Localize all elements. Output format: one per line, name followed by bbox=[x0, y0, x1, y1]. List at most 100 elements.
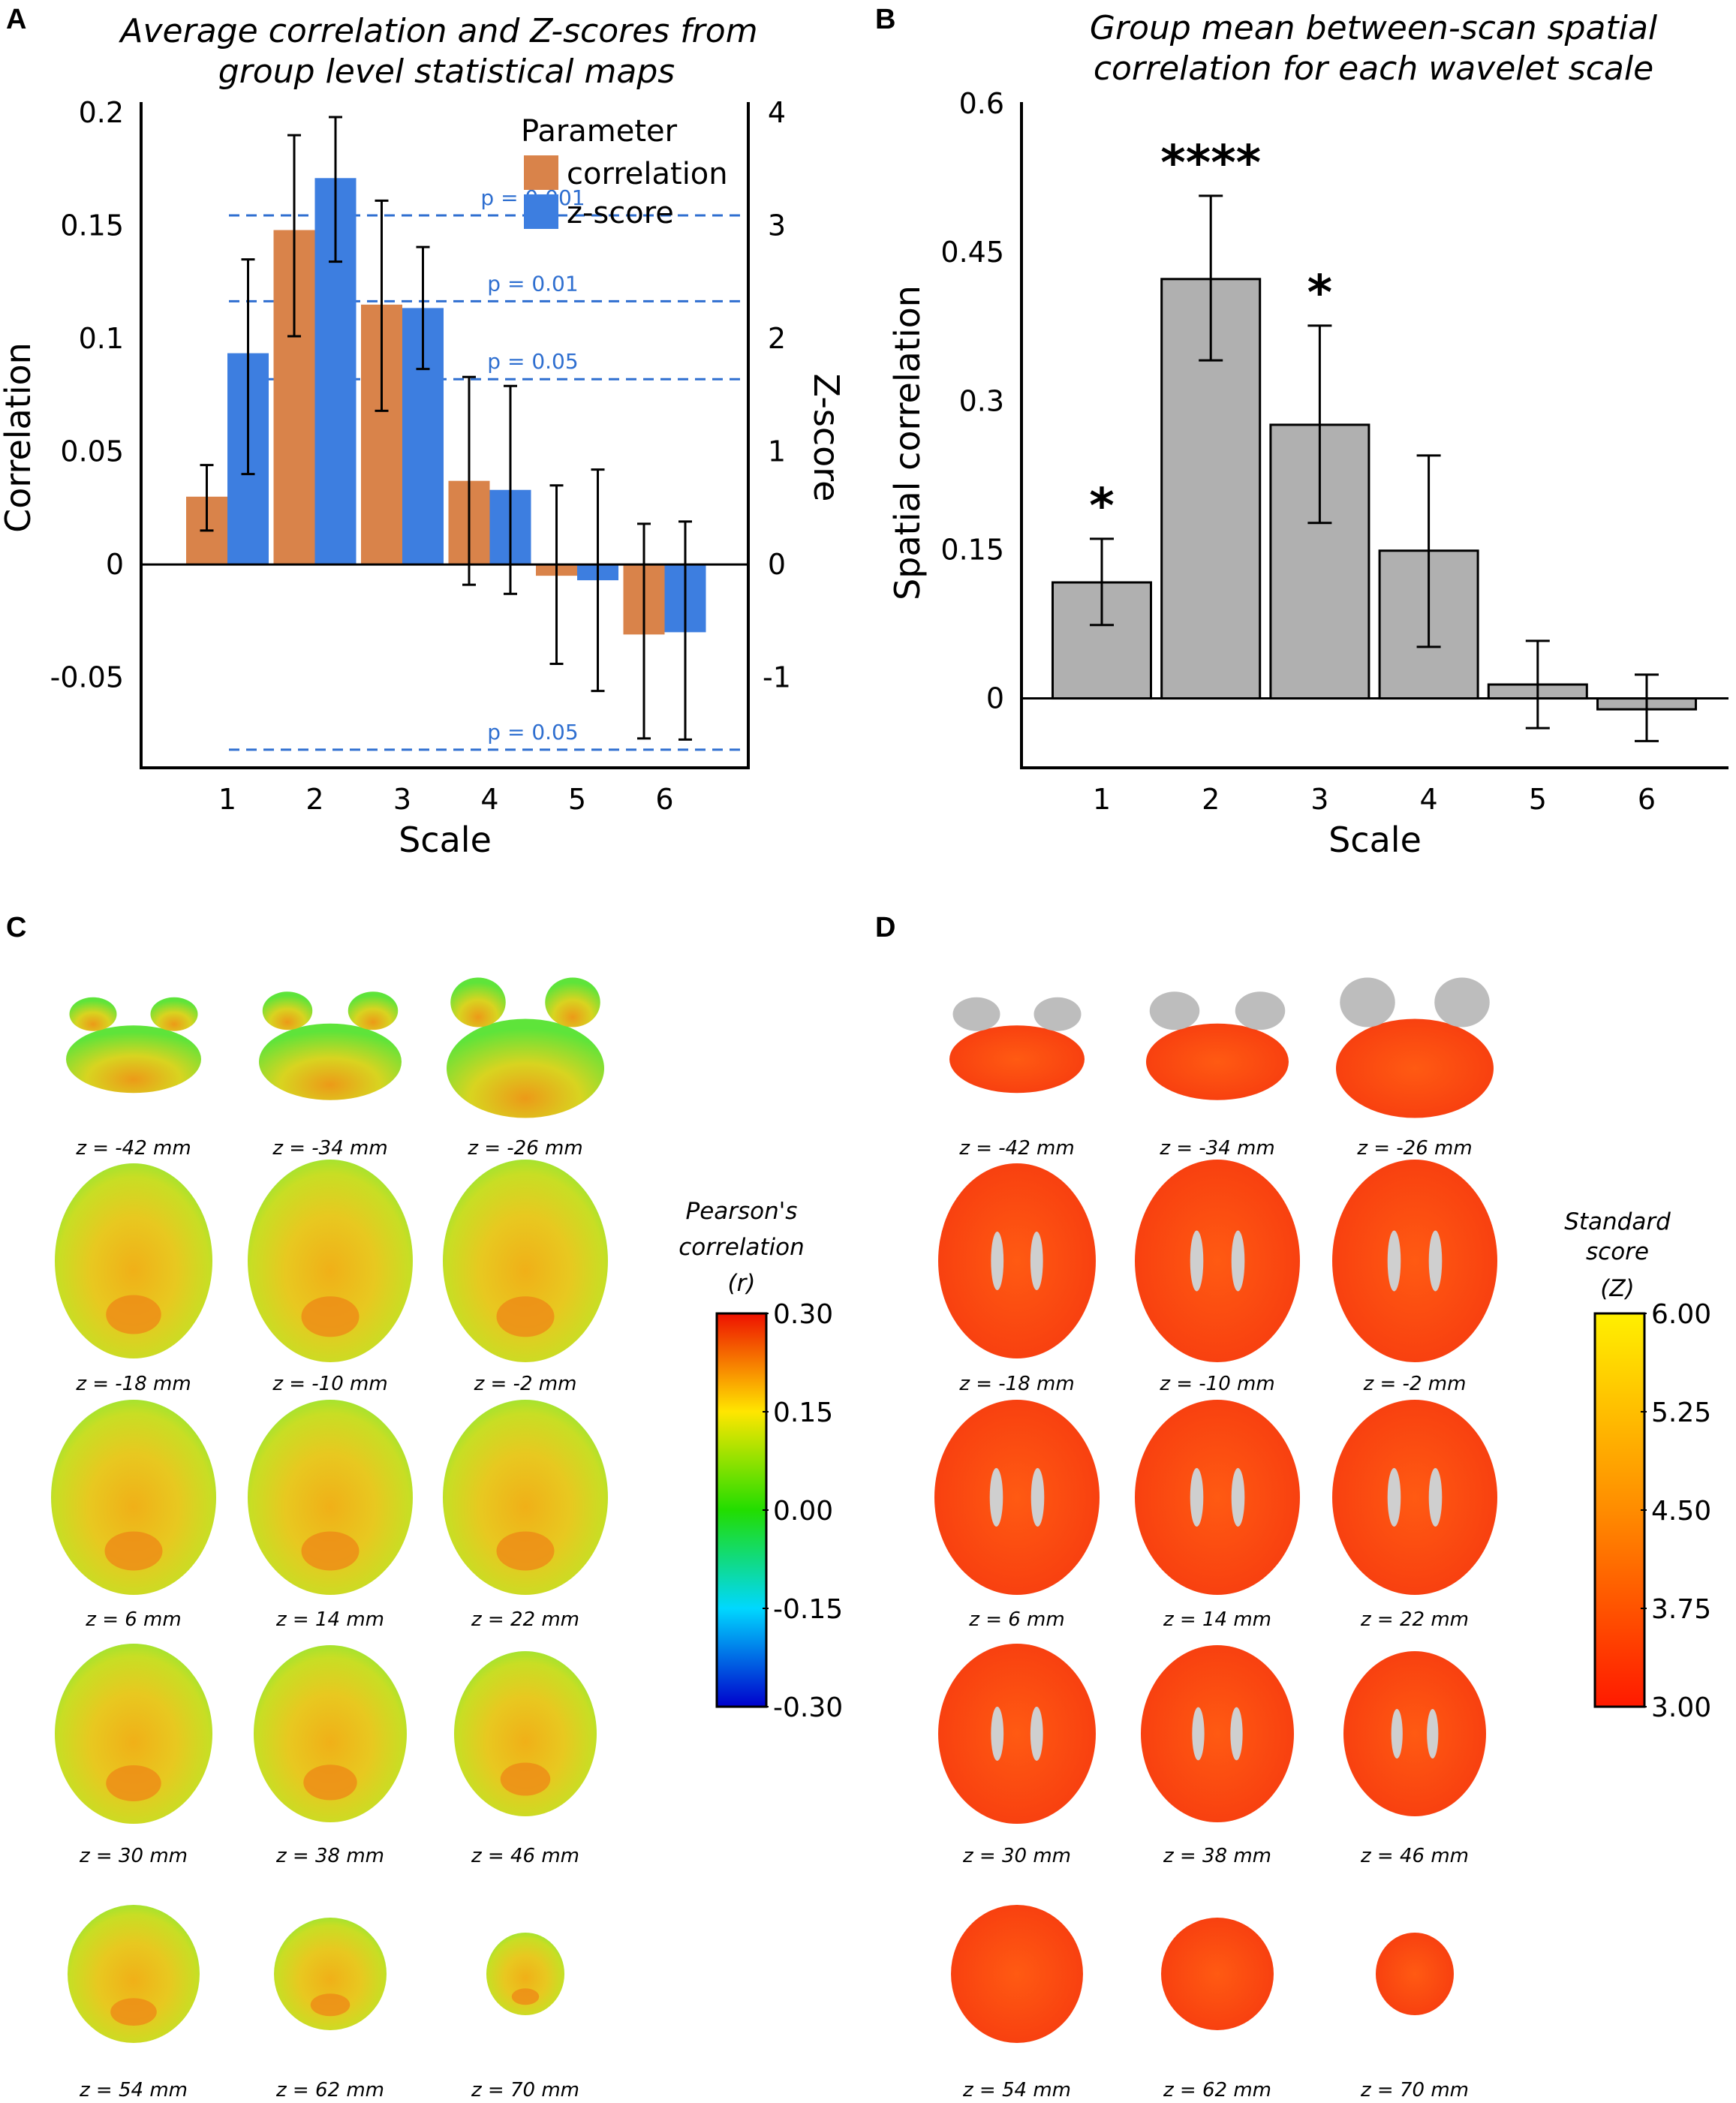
brain-shape bbox=[68, 1905, 200, 2043]
colorbar-d-ticks: 6.00 5.25 4.50 3.75 3.00 bbox=[1641, 1299, 1711, 1723]
chart-b-xtick-2: 2 bbox=[1202, 783, 1220, 816]
brain-slice-11 bbox=[254, 1645, 407, 1822]
zscore-error-bar-3 bbox=[416, 245, 430, 371]
brain-shape bbox=[254, 1645, 407, 1822]
slice-label-2: z = -34 mm bbox=[272, 1137, 387, 1160]
slice-label-11: z = 38 mm bbox=[1163, 1845, 1271, 1867]
chart-a: Average correlation and Z-scores from gr… bbox=[0, 12, 847, 860]
slice-label-4: z = -18 mm bbox=[958, 1373, 1074, 1395]
zscore-error-bar-4 bbox=[504, 384, 517, 595]
legend-swatch-zscore bbox=[524, 194, 558, 229]
chart-b-title-line1: Group mean between-scan spatial bbox=[1090, 9, 1658, 47]
brain-slice-10 bbox=[55, 1644, 212, 1824]
brain-slice-13 bbox=[68, 1905, 200, 2043]
posterior-hotspot bbox=[106, 1295, 161, 1334]
chart-b-y-ticks: 0.6 0.45 0.3 0.15 0 bbox=[940, 87, 1004, 715]
legend-label-correlation: correlation bbox=[567, 157, 728, 191]
chart-a-ytick-right-5: -1 bbox=[763, 661, 791, 694]
panel-d-slice-labels: z = -42 mm z = -34 mm z = -26 mm z = -18 mm… bbox=[958, 1137, 1472, 2101]
ventricle-left bbox=[991, 1707, 1004, 1761]
chart-a-ytick-right-4: 0 bbox=[768, 548, 786, 581]
brain-slice-2 bbox=[1146, 991, 1289, 1100]
cerebellum-shape bbox=[447, 1018, 604, 1118]
colorbar-d-title-line1: Standard bbox=[1564, 1208, 1671, 1235]
significance-marker-2: **** bbox=[1160, 136, 1261, 191]
brain-shape bbox=[934, 1400, 1100, 1595]
chart-a-y-ticks: 0.2 0.15 0.1 0.05 0 -0.05 bbox=[50, 96, 124, 694]
ventricle-right bbox=[1030, 1468, 1045, 1527]
ventricle-right bbox=[1030, 1232, 1043, 1290]
brain-shape bbox=[274, 1918, 387, 2030]
colorbar-tick-4: 3.00 bbox=[1651, 1692, 1711, 1723]
panel-c-slices bbox=[51, 977, 608, 2043]
zscore-error-bar-2 bbox=[329, 116, 342, 263]
chart-b-ytick-4: 0 bbox=[986, 682, 1004, 715]
brain-shape bbox=[443, 1160, 608, 1362]
correlation-error-bar-1 bbox=[200, 464, 214, 532]
slice-label-7: z = 6 mm bbox=[968, 1608, 1064, 1631]
brain-shape bbox=[1135, 1400, 1300, 1595]
slice-label-4: z = -18 mm bbox=[75, 1373, 191, 1395]
brain-slice-15 bbox=[486, 1933, 564, 2015]
ventricle-right bbox=[1427, 1709, 1439, 1759]
slice-label-2: z = -34 mm bbox=[1159, 1137, 1274, 1160]
chart-a-xtick-6: 6 bbox=[655, 783, 673, 816]
panel-letter-c: C bbox=[6, 912, 26, 943]
p-threshold-label-2: p = 0.05 bbox=[487, 349, 578, 374]
spatial-error-bar-3 bbox=[1307, 324, 1332, 525]
slice-label-5: z = -10 mm bbox=[272, 1373, 387, 1395]
slice-label-11: z = 38 mm bbox=[275, 1845, 384, 1867]
chart-a-ylabel-right: Z-score bbox=[806, 374, 847, 502]
correlation-error-bar-5 bbox=[549, 484, 564, 666]
chart-a-bars bbox=[186, 178, 706, 635]
colorbar-tick-4: -0.30 bbox=[773, 1692, 843, 1723]
brain-shape bbox=[1332, 1400, 1497, 1595]
brain-slice-1 bbox=[66, 997, 201, 1094]
brain-shape bbox=[938, 1163, 1096, 1358]
posterior-hotspot bbox=[301, 1531, 360, 1571]
chart-a-title-line1: Average correlation and Z-scores from bbox=[118, 12, 757, 50]
colorbar-tick-1: 0.15 bbox=[773, 1397, 833, 1428]
slice-label-14: z = 62 mm bbox=[275, 2079, 384, 2101]
brain-slice-7 bbox=[51, 1400, 216, 1595]
slice-label-12: z = 46 mm bbox=[1360, 1845, 1469, 1867]
ventricle-right bbox=[1428, 1468, 1443, 1527]
temporal-lobe-right bbox=[150, 997, 198, 1031]
brain-shape bbox=[443, 1400, 608, 1595]
slice-label-1: z = -42 mm bbox=[958, 1137, 1074, 1160]
ventricle-left bbox=[989, 1468, 1003, 1527]
cerebellum-shape bbox=[1336, 1018, 1494, 1118]
ventricle-left bbox=[1192, 1707, 1205, 1761]
chart-b-xlabel: Scale bbox=[1328, 820, 1422, 860]
ventricle-left bbox=[1190, 1468, 1204, 1527]
posterior-hotspot bbox=[110, 1998, 157, 2026]
cerebellum-shape bbox=[259, 1023, 402, 1100]
colorbar-tick-3: -0.15 bbox=[773, 1594, 843, 1625]
brain-shape bbox=[1376, 1933, 1454, 2015]
chart-b-xtick-5: 5 bbox=[1529, 783, 1547, 816]
brain-shape bbox=[1141, 1645, 1294, 1822]
brain-slice-5 bbox=[248, 1160, 413, 1362]
brain-slice-4 bbox=[938, 1163, 1096, 1358]
slice-label-7: z = 6 mm bbox=[85, 1608, 181, 1631]
colorbar-d-title-line2: score bbox=[1586, 1238, 1649, 1265]
chart-a-ytick-5: -0.05 bbox=[50, 661, 124, 694]
brain-shape bbox=[951, 1905, 1083, 2043]
colorbar-d-symbol: (Z) bbox=[1600, 1275, 1634, 1302]
brain-slice-1 bbox=[949, 997, 1085, 1094]
brain-shape bbox=[1135, 1160, 1300, 1362]
brain-shape bbox=[55, 1163, 212, 1358]
brain-shape bbox=[454, 1651, 597, 1816]
panel-d-slices bbox=[934, 977, 1497, 2043]
zscore-error-bar-1 bbox=[241, 258, 255, 476]
chart-a-ytick-right-2: 2 bbox=[768, 322, 786, 355]
chart-a-y-ticks-right: 4 3 2 1 0 -1 bbox=[763, 96, 791, 694]
chart-a-xtick-3: 3 bbox=[393, 783, 411, 816]
chart-b-xtick-4: 4 bbox=[1420, 783, 1438, 816]
p-threshold-lines: p = 0.001p = 0.01p = 0.05p = 0.05 bbox=[229, 185, 748, 751]
panel-c-slice-labels: z = -42 mm z = -34 mm z = -26 mm z = -18 mm… bbox=[75, 1137, 582, 2101]
chart-b-significance: ****** bbox=[1089, 136, 1332, 534]
p-threshold-label-3: p = 0.05 bbox=[487, 720, 578, 745]
spatial-error-bar-1 bbox=[1090, 537, 1114, 627]
slice-label-10: z = 30 mm bbox=[79, 1845, 188, 1867]
